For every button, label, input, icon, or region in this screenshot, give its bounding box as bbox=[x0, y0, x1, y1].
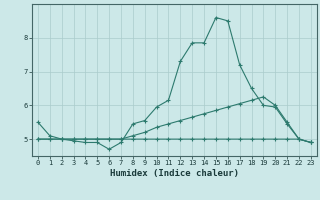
X-axis label: Humidex (Indice chaleur): Humidex (Indice chaleur) bbox=[110, 169, 239, 178]
